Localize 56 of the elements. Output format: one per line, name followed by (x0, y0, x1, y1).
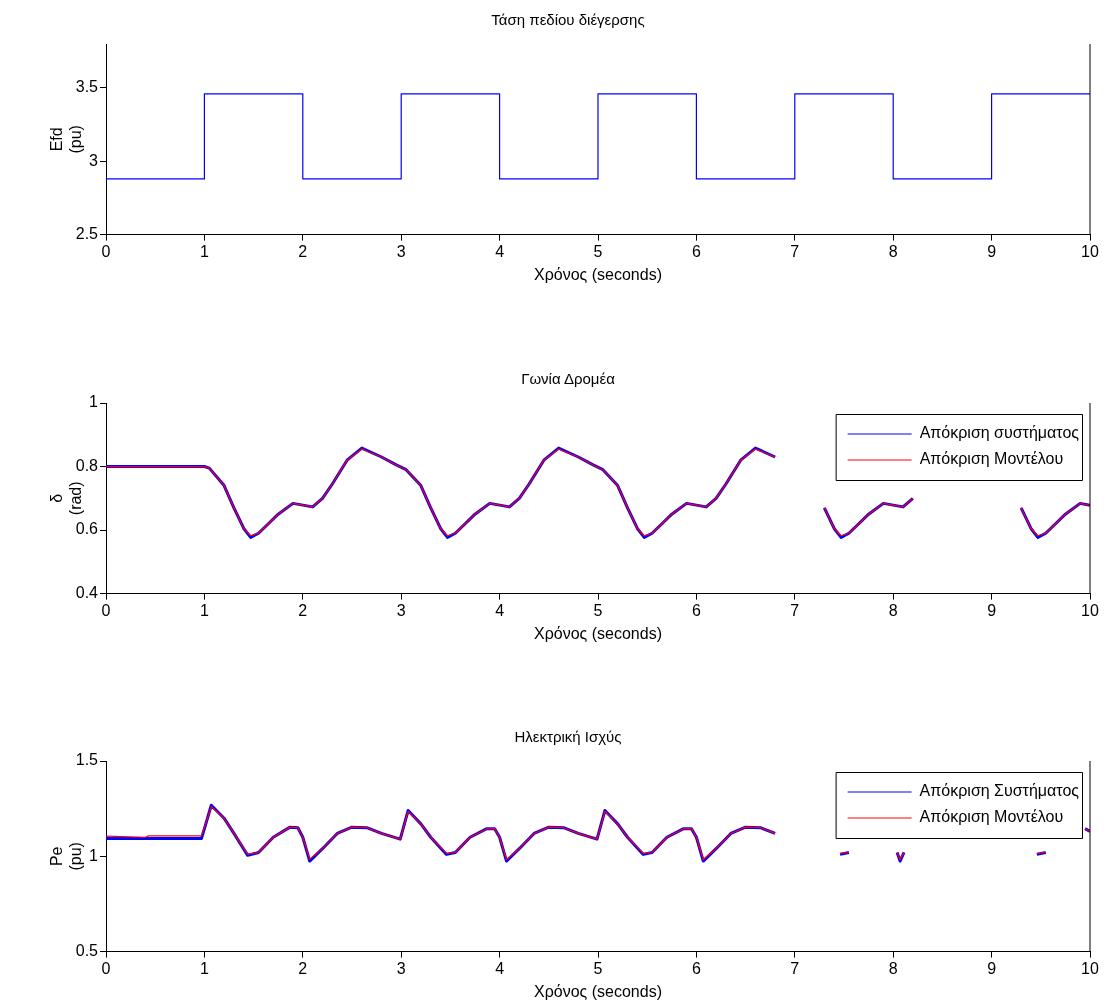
x-tick-label: 6 (691, 242, 701, 260)
legend-label: Απόκριση Μοντέλου (919, 450, 1064, 468)
x-tick-label: 8 (888, 242, 898, 260)
x-axis-title: Χρόνος (seconds) (534, 265, 662, 283)
x-tick-label: 9 (987, 959, 997, 977)
y-tick-label: 0.6 (75, 520, 99, 538)
x-tick-label: 9 (987, 601, 997, 619)
y-tick-label: 1 (89, 846, 99, 864)
x-tick-label: 8 (888, 959, 898, 977)
x-tick-label: 5 (593, 959, 603, 977)
y-axis-title: Pe (pu) (48, 842, 85, 871)
y-axis-title: Efd (pu) (48, 125, 85, 154)
x-tick-label: 7 (790, 242, 800, 260)
x-tick-label: 6 (691, 601, 701, 619)
x-tick-label: 2 (298, 601, 308, 619)
x-tick-label: 7 (790, 959, 800, 977)
y-tick-label: 1.5 (75, 751, 99, 769)
y-tick-label: 2.5 (75, 225, 99, 243)
x-tick-label: 2 (298, 959, 308, 977)
x-tick-label: 4 (495, 959, 505, 977)
x-tick-label: 9 (987, 242, 997, 260)
x-tick-label: 0 (101, 242, 111, 260)
y-tick-label: 0.8 (75, 456, 99, 474)
x-tick-label: 4 (495, 242, 505, 260)
x-tick-label: 6 (691, 959, 701, 977)
chart-title: Ηλεκτρική Ισχύς (514, 728, 622, 746)
y-tick-label: 0.4 (75, 584, 99, 602)
x-tick-label: 3 (396, 959, 406, 977)
y-axis-title: δ (rad) (48, 481, 85, 516)
y-tick-label: 0.5 (75, 942, 99, 960)
y-tick-label: 3 (89, 151, 99, 169)
x-tick-label: 3 (396, 242, 406, 260)
x-tick-label: 10 (1081, 601, 1099, 619)
x-tick-label: 5 (593, 242, 603, 260)
x-tick-label: 10 (1081, 959, 1099, 977)
x-tick-label: 3 (396, 601, 406, 619)
chart-title: Τάση πεδίου διέγερσης (491, 11, 645, 29)
x-tick-label: 0 (101, 601, 111, 619)
legend-label: Απόκριση Συστήματος (919, 782, 1080, 800)
chart-title: Γωνία Δρομέα (521, 370, 616, 388)
y-tick-label: 3.5 (75, 78, 99, 96)
x-axis-title: Χρόνος (seconds) (534, 982, 662, 1000)
x-tick-label: 7 (790, 601, 800, 619)
x-tick-label: 1 (199, 959, 209, 977)
x-tick-label: 5 (593, 601, 603, 619)
x-tick-label: 2 (298, 242, 308, 260)
x-tick-label: 4 (495, 601, 505, 619)
y-tick-label: 1 (89, 393, 99, 411)
x-tick-label: 10 (1081, 242, 1099, 260)
x-tick-label: 8 (888, 601, 898, 619)
x-tick-label: 0 (101, 959, 111, 977)
legend-label: Απόκριση Μοντέλου (919, 808, 1064, 826)
x-tick-label: 1 (199, 242, 209, 260)
legend-label: Απόκριση συστήματος (919, 424, 1080, 442)
x-axis-title: Χρόνος (seconds) (534, 624, 662, 642)
x-tick-label: 1 (199, 601, 209, 619)
